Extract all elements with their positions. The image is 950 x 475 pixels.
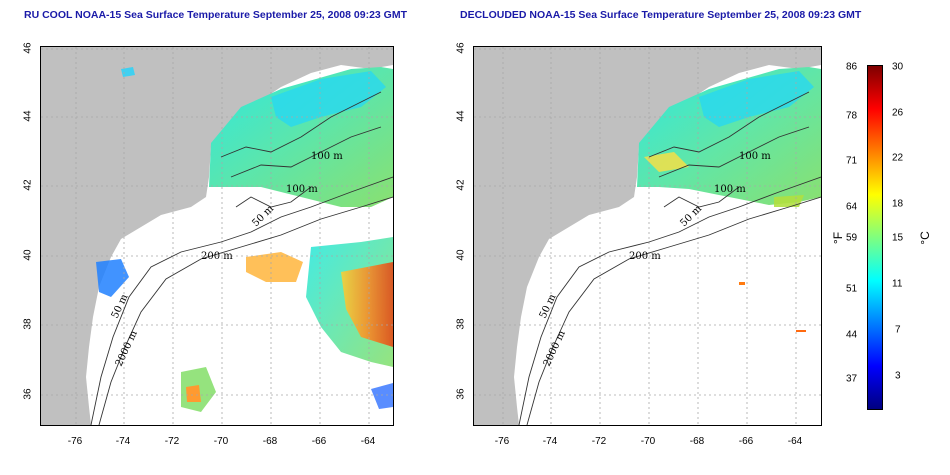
fahrenheit-tick: 59 (846, 232, 858, 244)
fahrenheit-tick: 51 (846, 283, 858, 295)
x-tick-label: -66 (738, 436, 754, 447)
left-sst-map: 100 m 100 m 50 m 200 m 50 m 2000 m (40, 46, 394, 426)
x-tick-label: -76 (494, 436, 510, 447)
contour-2000m (526, 196, 821, 425)
contour-gulf-maine (648, 91, 810, 158)
x-tick-label: -74 (115, 436, 131, 447)
celsius-tick: 11 (892, 278, 903, 290)
land-mass (474, 47, 821, 425)
x-tick-label: -76 (67, 436, 83, 447)
y-tick-label: 38 (22, 318, 34, 330)
celsius-tick: 15 (892, 232, 904, 244)
contour-shelf-edge (518, 176, 821, 425)
y-tick-label: 46 (455, 42, 467, 54)
y-tick-label: 40 (22, 249, 34, 261)
y-tick-label: 36 (455, 388, 467, 400)
contour-label: 50 m (538, 292, 559, 320)
contour-2000m (98, 196, 393, 425)
y-tick-label: 38 (455, 318, 467, 330)
x-tick-label: -72 (591, 436, 607, 447)
contour-label: 50 m (110, 292, 131, 320)
y-tick-label: 42 (22, 179, 34, 191)
contour-label: 200 m (629, 251, 661, 262)
contour-label: 100 m (311, 151, 343, 162)
contour-label: 2000 m (542, 329, 568, 369)
x-tick-label: -70 (640, 436, 656, 447)
contour-label: 100 m (739, 151, 771, 162)
contour-shelf-edge (90, 176, 393, 425)
x-tick-label: -74 (542, 436, 558, 447)
fahrenheit-tick: 64 (846, 201, 858, 213)
celsius-tick: 26 (892, 107, 904, 119)
contour-label: 100 m (286, 184, 318, 195)
x-tick-label: -64 (787, 436, 803, 447)
fahrenheit-tick: 86 (846, 61, 858, 73)
x-tick-label: -72 (164, 436, 180, 447)
celsius-tick: 22 (892, 152, 904, 164)
x-tick-label: -68 (262, 436, 278, 447)
y-tick-label: 44 (455, 110, 467, 122)
contour-label: 100 m (714, 184, 746, 195)
fahrenheit-tick: 78 (846, 110, 858, 122)
fahrenheit-tick: 44 (846, 329, 858, 341)
sst-warm-patch (341, 262, 393, 347)
x-tick-label: -66 (311, 436, 327, 447)
sst-cold-patch (699, 71, 814, 127)
sst-cold-patch (271, 71, 386, 127)
left-panel-title: RU COOL NOAA-15 Sea Surface Temperature … (24, 9, 408, 21)
y-tick-label: 40 (455, 249, 467, 261)
contour-label: 200 m (201, 251, 233, 262)
right-panel-title: DECLOUDED NOAA-15 Sea Surface Temperatur… (460, 9, 862, 21)
celsius-tick: 3 (895, 370, 901, 382)
y-tick-label: 42 (455, 179, 467, 191)
x-tick-label: -64 (360, 436, 376, 447)
fahrenheit-tick: 71 (846, 155, 858, 167)
contour-label: 2000 m (114, 329, 140, 369)
celsius-unit-label: °C (918, 231, 932, 245)
celsius-tick: 18 (892, 198, 904, 210)
y-tick-label: 46 (22, 42, 34, 54)
x-tick-label: -70 (213, 436, 229, 447)
fahrenheit-tick: 37 (846, 373, 858, 385)
sst-colorbar (867, 65, 883, 410)
celsius-tick: 7 (895, 324, 901, 336)
contour-gulf-maine (220, 91, 382, 158)
right-sst-map: 100 m 100 m 50 m 200 m 50 m 2000 m (473, 46, 822, 426)
x-tick-label: -68 (689, 436, 705, 447)
y-tick-label: 36 (22, 388, 34, 400)
y-tick-label: 44 (22, 110, 34, 122)
fahrenheit-unit-label: °F (831, 231, 845, 245)
land-mass (41, 47, 393, 425)
celsius-tick: 30 (892, 61, 904, 73)
